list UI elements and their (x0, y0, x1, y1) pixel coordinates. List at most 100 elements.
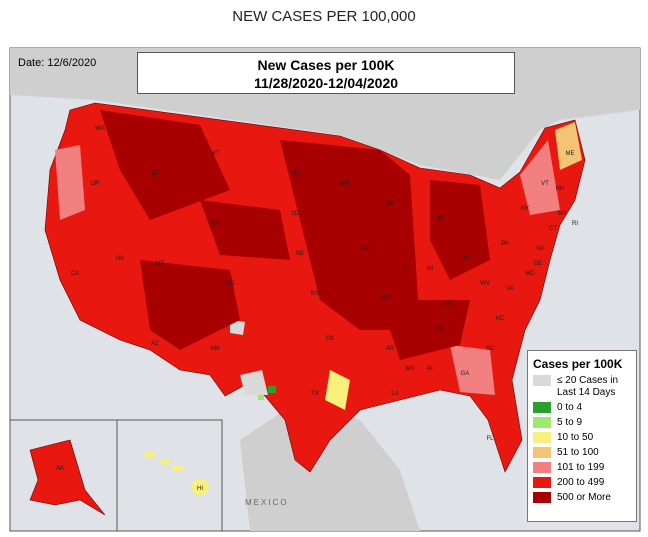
state-label: KS (311, 291, 319, 297)
state-label: WI (386, 201, 394, 207)
legend-swatch (533, 417, 551, 428)
state-label: OR (91, 181, 101, 187)
hawaii-land (144, 452, 209, 495)
legend-swatch (533, 492, 551, 503)
county-patch (240, 370, 268, 395)
state-label: MS (406, 366, 415, 372)
legend-swatch (533, 402, 551, 413)
state-label: HI (197, 486, 203, 492)
header-title: New Cases per 100K (257, 57, 395, 73)
state-label: DE (534, 261, 542, 267)
legend-swatch (533, 477, 551, 488)
place-label: MEXICO (245, 498, 289, 507)
state-label: VA (506, 286, 514, 292)
legend-swatch (533, 375, 551, 386)
state-label: ME (566, 151, 575, 157)
state-label: SC (486, 346, 495, 352)
mexico-land (240, 400, 420, 531)
county-patch (55, 145, 85, 220)
county-patch (280, 140, 420, 330)
state-label: AL (426, 366, 434, 372)
county-patch (325, 370, 350, 410)
legend: Cases per 100K ≤ 20 Cases in Last 14 Day… (527, 350, 637, 522)
legend-item: 500 or More (533, 492, 631, 504)
legend-label: 0 to 4 (557, 402, 583, 413)
page-title: NEW CASES PER 100,000 (232, 8, 416, 25)
state-label: CT (549, 226, 557, 232)
state-label: MD (525, 271, 535, 277)
legend-swatch (533, 462, 551, 473)
state-label: CA (71, 271, 79, 277)
county-patch (200, 200, 290, 260)
county-patch (430, 180, 490, 280)
state-label: WA (95, 126, 104, 132)
state-label: AR (386, 346, 395, 352)
county-patch (268, 386, 276, 393)
state-label: NJ (536, 246, 543, 252)
state-label: ID (152, 171, 159, 177)
legend-item: 51 to 100 (533, 447, 631, 459)
county-patch (100, 110, 230, 220)
header-period: 11/28/2020-12/04/2020 (253, 75, 399, 91)
state-label: CO (226, 281, 235, 287)
legend-swatch (533, 447, 551, 458)
state-label: IL (402, 266, 408, 272)
county-patch (140, 260, 240, 350)
state-label: ND (291, 171, 300, 177)
legend-item: 101 to 199 (533, 462, 631, 474)
state-label: NH (556, 186, 565, 192)
state-label: NC (496, 316, 505, 322)
state-label: NM (210, 346, 219, 352)
state-label: IN (427, 266, 433, 272)
legend-item: 10 to 50 (533, 432, 631, 444)
legend-swatch (533, 432, 551, 443)
county-patch (520, 140, 560, 215)
legend-item: 0 to 4 (533, 402, 631, 414)
state-label: OH (461, 256, 470, 262)
state-label: GA (461, 371, 470, 377)
county-patch (258, 394, 264, 400)
state-label: SD (291, 211, 300, 217)
state-label: AK (56, 466, 64, 472)
state-label: MI (437, 216, 444, 222)
hawaii-inset (116, 419, 223, 532)
state-label: MA (558, 211, 567, 217)
legend-item: 200 to 499 (533, 477, 631, 489)
map-header: New Cases per 100K 11/28/2020-12/04/2020 (137, 52, 515, 94)
state-label: WY (210, 221, 220, 227)
date-label: Date: 12/6/2020 (18, 57, 97, 69)
alaska-land (29, 439, 106, 516)
state-label: NE (296, 251, 304, 257)
state-label: WV (480, 281, 490, 287)
state-label: MO (380, 296, 390, 302)
state-label: IA (362, 246, 368, 252)
state-label: RI (572, 221, 578, 227)
state-label: TN (436, 326, 444, 332)
county-patch (555, 122, 582, 170)
state-label: AZ (151, 341, 159, 347)
state-label: NV (116, 256, 124, 262)
state-label: KY (446, 301, 454, 307)
state-label: VT (541, 181, 549, 187)
state-label: MT (211, 151, 220, 157)
state-label: MN (340, 181, 349, 187)
state-label: LA (391, 391, 398, 397)
legend-label: ≤ 20 Cases in Last 14 Days (557, 375, 619, 398)
legend-label: 101 to 199 (557, 462, 605, 473)
state-label: PA (501, 241, 509, 247)
legend-label: 200 to 499 (557, 477, 605, 488)
legend-label: 10 to 50 (557, 432, 594, 443)
legend-label: 5 to 9 (557, 417, 583, 428)
state-label: OK (326, 336, 335, 342)
legend-label: 500 or More (557, 492, 611, 503)
county-patch (230, 320, 245, 335)
legend-item: 5 to 9 (533, 417, 631, 429)
legend-title: Cases per 100K (533, 357, 623, 371)
county-patch (450, 345, 495, 395)
state-label: FL (486, 436, 494, 442)
legend-item: ≤ 20 Cases in Last 14 Days (533, 375, 631, 399)
state-label: NY (521, 206, 529, 212)
legend-label: 51 to 100 (557, 447, 599, 458)
state-label: TX (311, 391, 319, 397)
